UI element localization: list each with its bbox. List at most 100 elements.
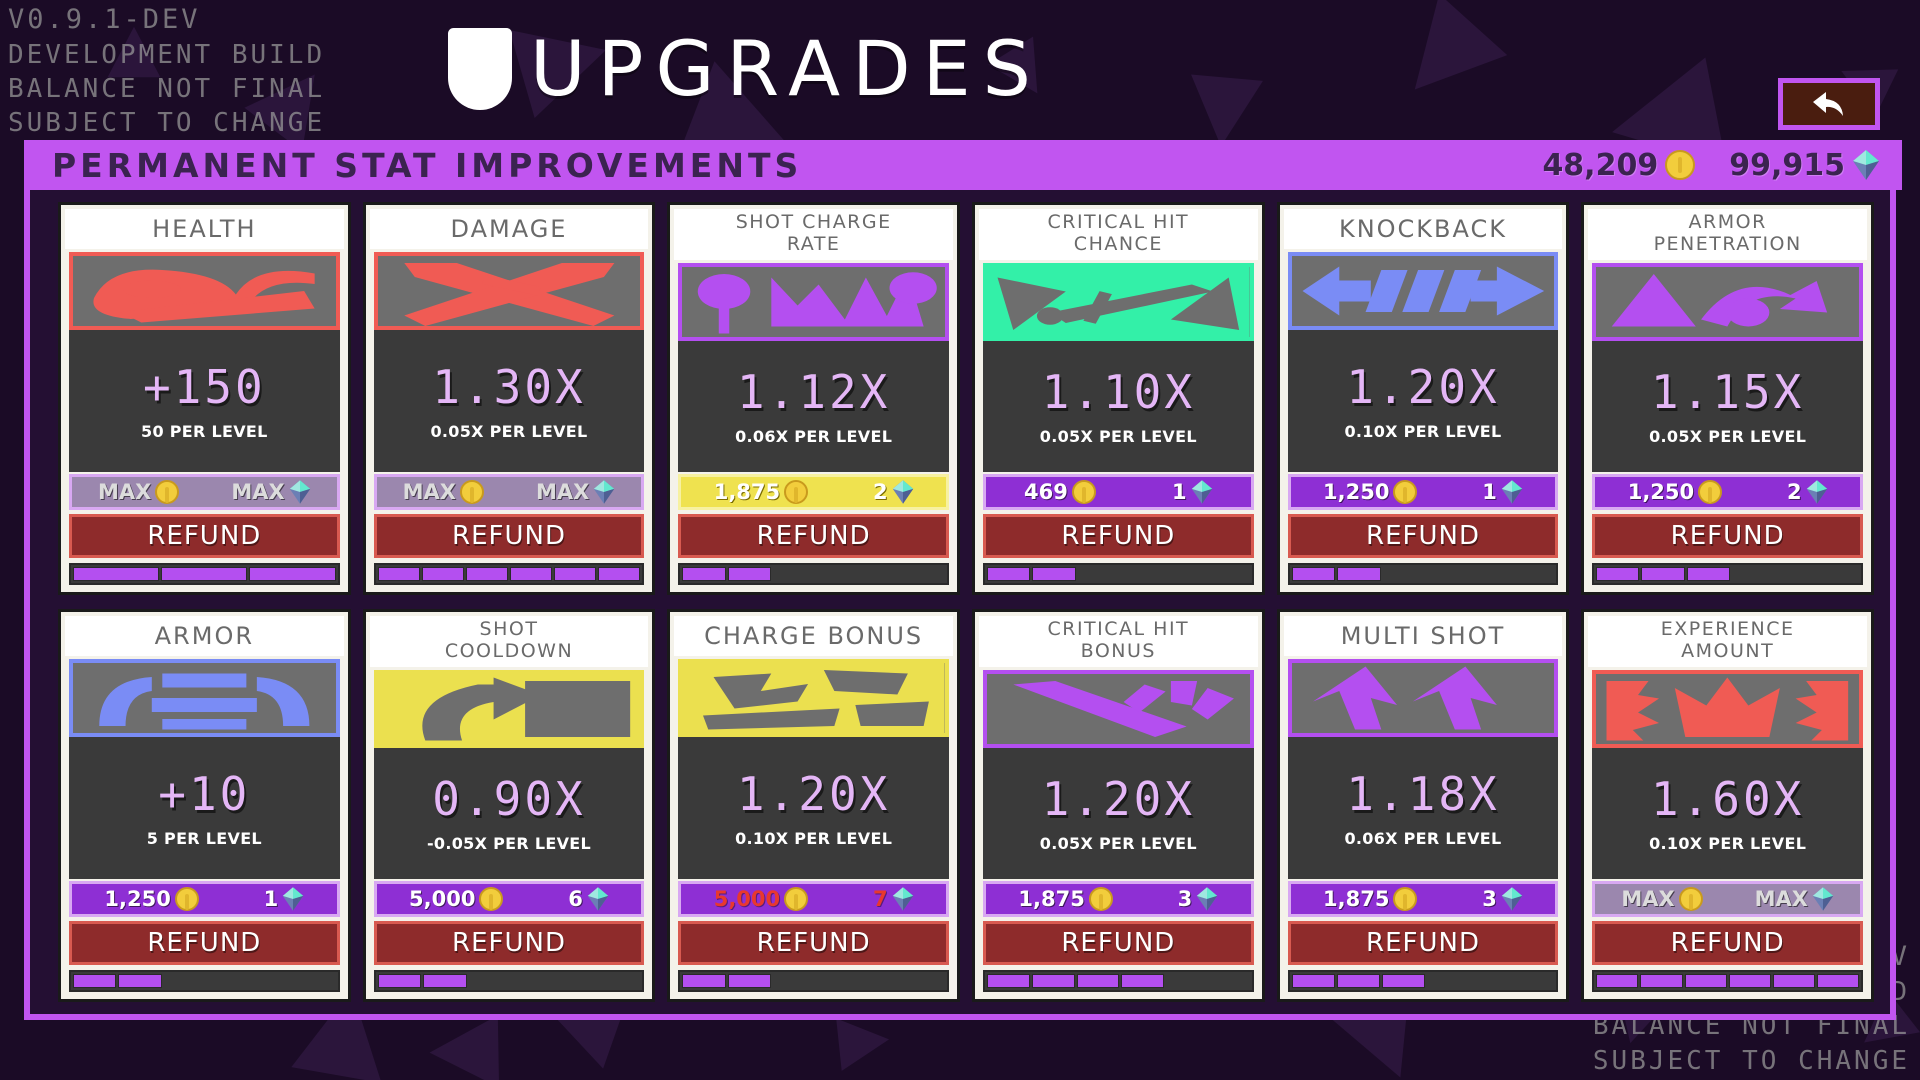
- card-title: SHOT COOLDOWN: [369, 616, 649, 667]
- level-pip: [377, 974, 422, 988]
- cost-row[interactable]: MAX MAX: [69, 474, 340, 510]
- upgrade-card-shot-charge-rate[interactable]: SHOT CHARGE RATE 1.12X 0.06X PER LEVEL 1,875…: [667, 202, 960, 595]
- card-title: CRITICAL HIT CHANCE: [978, 209, 1258, 260]
- coin-icon: [174, 887, 199, 911]
- coin-cost: 1,875: [1018, 887, 1113, 911]
- upgrade-card-charge-bonus[interactable]: CHARGE BONUS 1.20X 0.10X PER LEVEL 5,000 7 RE…: [667, 609, 960, 1002]
- coin-cost-value: 5,000: [409, 887, 476, 911]
- heart-shield-icon: [69, 252, 340, 330]
- refund-button[interactable]: REFUND: [373, 921, 645, 965]
- gem-icon: [587, 886, 609, 912]
- card-value-panel: +150 50 PER LEVEL: [69, 330, 340, 472]
- refund-button[interactable]: REFUND: [69, 514, 340, 558]
- level-pip: [423, 974, 467, 988]
- level-pip: [903, 567, 945, 581]
- section-title: PERMANENT STAT IMPROVEMENTS: [52, 145, 803, 185]
- level-pip: [598, 974, 641, 988]
- upgrades-panel: PERMANENT STAT IMPROVEMENTS 48,209 99,91…: [24, 140, 1902, 1020]
- refund-button[interactable]: REFUND: [69, 921, 340, 965]
- upgrade-card-critical-hit-chance[interactable]: CRITICAL HIT CHANCE 1.10X 0.05X PER LEVEL 46…: [971, 202, 1265, 595]
- level-pip: [509, 567, 553, 581]
- upgrade-card-knockback[interactable]: KNOCKBACK 1.20X 0.10X PER LEVEL 1,250 1 REFUN…: [1276, 202, 1570, 595]
- upgrade-card-experience-amount[interactable]: EXPERIENCE AMOUNT 1.60X 0.10X PER LEVEL MAX M…: [1581, 609, 1874, 1002]
- card-title: MULTI SHOT: [1283, 616, 1563, 656]
- upgrade-card-multi-shot[interactable]: MULTI SHOT 1.18X 0.06X PER LEVEL 1,875 3 REFU…: [1276, 609, 1570, 1002]
- stat-value: 1.20X: [1041, 771, 1196, 826]
- refund-button[interactable]: REFUND: [373, 514, 645, 558]
- refund-button[interactable]: REFUND: [1287, 514, 1559, 558]
- cost-row[interactable]: 469 1: [982, 474, 1254, 510]
- charge-bolt-icon: [678, 262, 949, 341]
- gem-cost-value: 2: [1786, 480, 1802, 504]
- upgrade-card-health[interactable]: HEALTH +150 50 PER LEVEL MAX MAX REFUND: [58, 202, 351, 595]
- refund-label: REFUND: [1061, 928, 1176, 958]
- coin-cost-value: 1,875: [1323, 887, 1390, 911]
- level-pip: [727, 974, 772, 988]
- cost-row[interactable]: 1,875 2: [678, 474, 949, 510]
- gem-cost-value: MAX: [1754, 887, 1808, 911]
- decorative-chevron: [1380, 0, 1508, 121]
- upgrade-card-armor-penetration[interactable]: ARMOR PENETRATION 1.15X 0.05X PER LEVEL 1,25…: [1581, 202, 1874, 595]
- upgrade-card-shot-cooldown[interactable]: SHOT COOLDOWN 0.90X -0.05X PER LEVEL 5,000 6 R…: [362, 609, 656, 1002]
- upgrade-cards-grid: HEALTH +150 50 PER LEVEL MAX MAX REFUND DAMAGE…: [58, 202, 1874, 1002]
- card-value-panel: 1.12X 0.06X PER LEVEL: [678, 340, 949, 472]
- refund-button[interactable]: REFUND: [678, 514, 949, 558]
- refund-button[interactable]: REFUND: [1592, 921, 1863, 965]
- gem-cost-value: MAX: [535, 480, 590, 504]
- level-pip: [249, 567, 336, 581]
- level-pip: [1032, 567, 1076, 581]
- level-pip: [1121, 974, 1165, 988]
- cost-row[interactable]: 1,875 3: [1287, 881, 1559, 917]
- cost-row[interactable]: MAX MAX: [1592, 881, 1863, 917]
- coin-cost-value: 1,250: [1627, 480, 1695, 504]
- coin-icon: [1088, 887, 1113, 911]
- gem-cost-value: 7: [872, 887, 888, 911]
- level-pip: [860, 567, 902, 581]
- per-level-text: 0.05X PER LEVEL: [430, 421, 588, 441]
- coin-cost: 1,250: [1323, 480, 1418, 504]
- coin-cost-value: 469: [1024, 480, 1068, 504]
- gem-icon: [1806, 479, 1828, 505]
- cost-row[interactable]: 5,000 7: [678, 881, 949, 917]
- level-pip: [682, 567, 726, 581]
- per-level-text: 5 PER LEVEL: [146, 828, 262, 848]
- refund-label: REFUND: [1366, 521, 1480, 551]
- upgrade-card-damage[interactable]: DAMAGE 1.30X 0.05X PER LEVEL MAX MAX REFUND: [362, 202, 656, 595]
- stat-value: +150: [142, 359, 266, 414]
- level-pip: [1208, 974, 1250, 988]
- refund-button[interactable]: REFUND: [678, 921, 949, 965]
- refund-button[interactable]: REFUND: [982, 514, 1254, 558]
- level-pip: [465, 567, 508, 581]
- knockback-arrows-icon: [1287, 252, 1559, 330]
- cost-row[interactable]: 1,250 2: [1592, 474, 1863, 510]
- stat-value: 1.18X: [1346, 766, 1500, 821]
- gem-cost: 1: [1172, 479, 1213, 505]
- coin-cost-value: 1,875: [1018, 887, 1085, 911]
- refund-button[interactable]: REFUND: [1592, 514, 1863, 558]
- level-pip: [598, 567, 641, 581]
- coin-cost: 1,250: [104, 887, 199, 911]
- level-pip: [860, 974, 902, 988]
- back-button[interactable]: [1778, 78, 1880, 130]
- cost-row[interactable]: 1,250 1: [69, 881, 340, 917]
- page-title-row: UPGRADES: [448, 24, 1043, 113]
- critical-bonus-icon: [982, 669, 1254, 748]
- cost-row[interactable]: 1,875 3: [982, 881, 1254, 917]
- card-value-panel: 1.20X 0.10X PER LEVEL: [1287, 330, 1559, 472]
- upgrade-card-critical-hit-bonus[interactable]: CRITICAL HIT BONUS 1.20X 0.05X PER LEVEL 1,8…: [971, 609, 1265, 1002]
- card-value-panel: 1.10X 0.05X PER LEVEL: [982, 340, 1254, 472]
- refund-button[interactable]: REFUND: [1287, 921, 1559, 965]
- level-pip: [1077, 567, 1120, 581]
- level-pip: [377, 567, 420, 581]
- cost-row[interactable]: 5,000 6: [373, 881, 645, 917]
- dev-line-3: SUBJECT TO CHANGE: [8, 108, 326, 139]
- cost-row[interactable]: MAX MAX: [373, 474, 645, 510]
- page-title: UPGRADES: [530, 24, 1043, 113]
- upgrade-card-armor[interactable]: ARMOR +10 5 PER LEVEL 1,250 1 REFUND: [58, 609, 351, 1002]
- refund-label: REFUND: [147, 928, 262, 958]
- refund-button[interactable]: REFUND: [982, 921, 1254, 965]
- level-pip: [512, 974, 554, 988]
- currency-group: 48,209 99,915: [1542, 148, 1880, 183]
- cost-row[interactable]: 1,250 1: [1287, 474, 1559, 510]
